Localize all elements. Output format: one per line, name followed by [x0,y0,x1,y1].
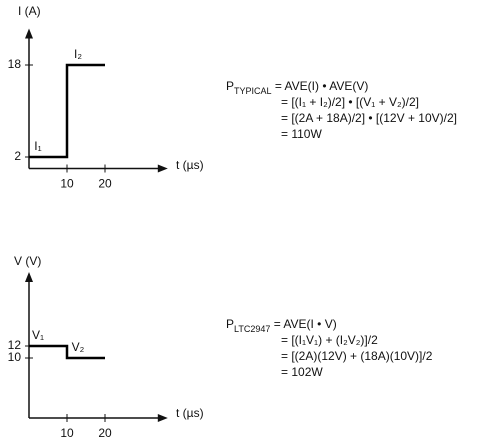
equation-line: = [(I₁V₁) + (I₂V₂)]/2 [281,333,378,347]
segment-label: I₂ [74,47,82,61]
equation-text: = 102W [281,365,323,379]
x-tick-label: 10 [60,177,74,191]
segment-label: I₁ [34,139,41,153]
equation-line: = 102W [281,365,323,379]
equation-text: P [226,317,234,331]
y-axis-label: V (V) [14,254,41,268]
equation-text: P [226,79,234,93]
step-line [29,63,105,159]
y-axis-label: I (A) [18,4,41,18]
equation-line: = [(2A)(12V) + (18A)(10V)]/2 [281,349,433,363]
equation-line: PTYPICAL = AVE(I) • AVE(V) [226,79,368,96]
equation-text: = AVE(I • V) [270,317,336,331]
y-axis-arrow [25,28,33,39]
x-tick-label: 10 [60,426,74,440]
equation-text: = [(I₁ + I₂)/2] • [(V₁ + V₂)/2] [281,95,419,109]
equation-line: = [(2A + 18A)/2] • [(12V + 10V)/2] [281,111,457,125]
step-line [29,344,105,360]
subscript: LTC2947 [234,324,270,334]
subscript: TYPICAL [234,86,272,96]
equation-text: = AVE(I) • AVE(V) [272,79,369,93]
x-axis-label: t (µs) [176,158,204,172]
x-axis-arrow [157,414,168,422]
equation-text: = [(2A)(12V) + (18A)(10V)]/2 [281,349,433,363]
x-tick-label: 20 [98,177,112,191]
segment-label: V₂ [72,340,85,354]
y-tick-label: 2 [14,149,21,163]
equation-line: = 110W [281,127,322,141]
x-axis-arrow [157,164,168,173]
y-tick-label: 12 [8,338,22,352]
y-tick-label: 18 [8,57,22,71]
x-tick-label: 20 [98,426,112,440]
equation-text: = [(2A + 18A)/2] • [(12V + 10V)/2] [281,111,457,125]
equation-line: = [(I₁ + I₂)/2] • [(V₁ + V₂)/2] [281,95,419,109]
equation-text: = [(I₁V₁) + (I₂V₂)]/2 [281,333,378,347]
y-tick-label: 10 [8,350,22,364]
equation-line: PLTC2947 = AVE(I • V) [226,317,337,334]
equation-text: = 110W [281,127,322,141]
y-axis-arrow [25,272,33,282]
segment-label: V₁ [32,328,44,342]
x-axis-label: t (µs) [176,406,204,420]
